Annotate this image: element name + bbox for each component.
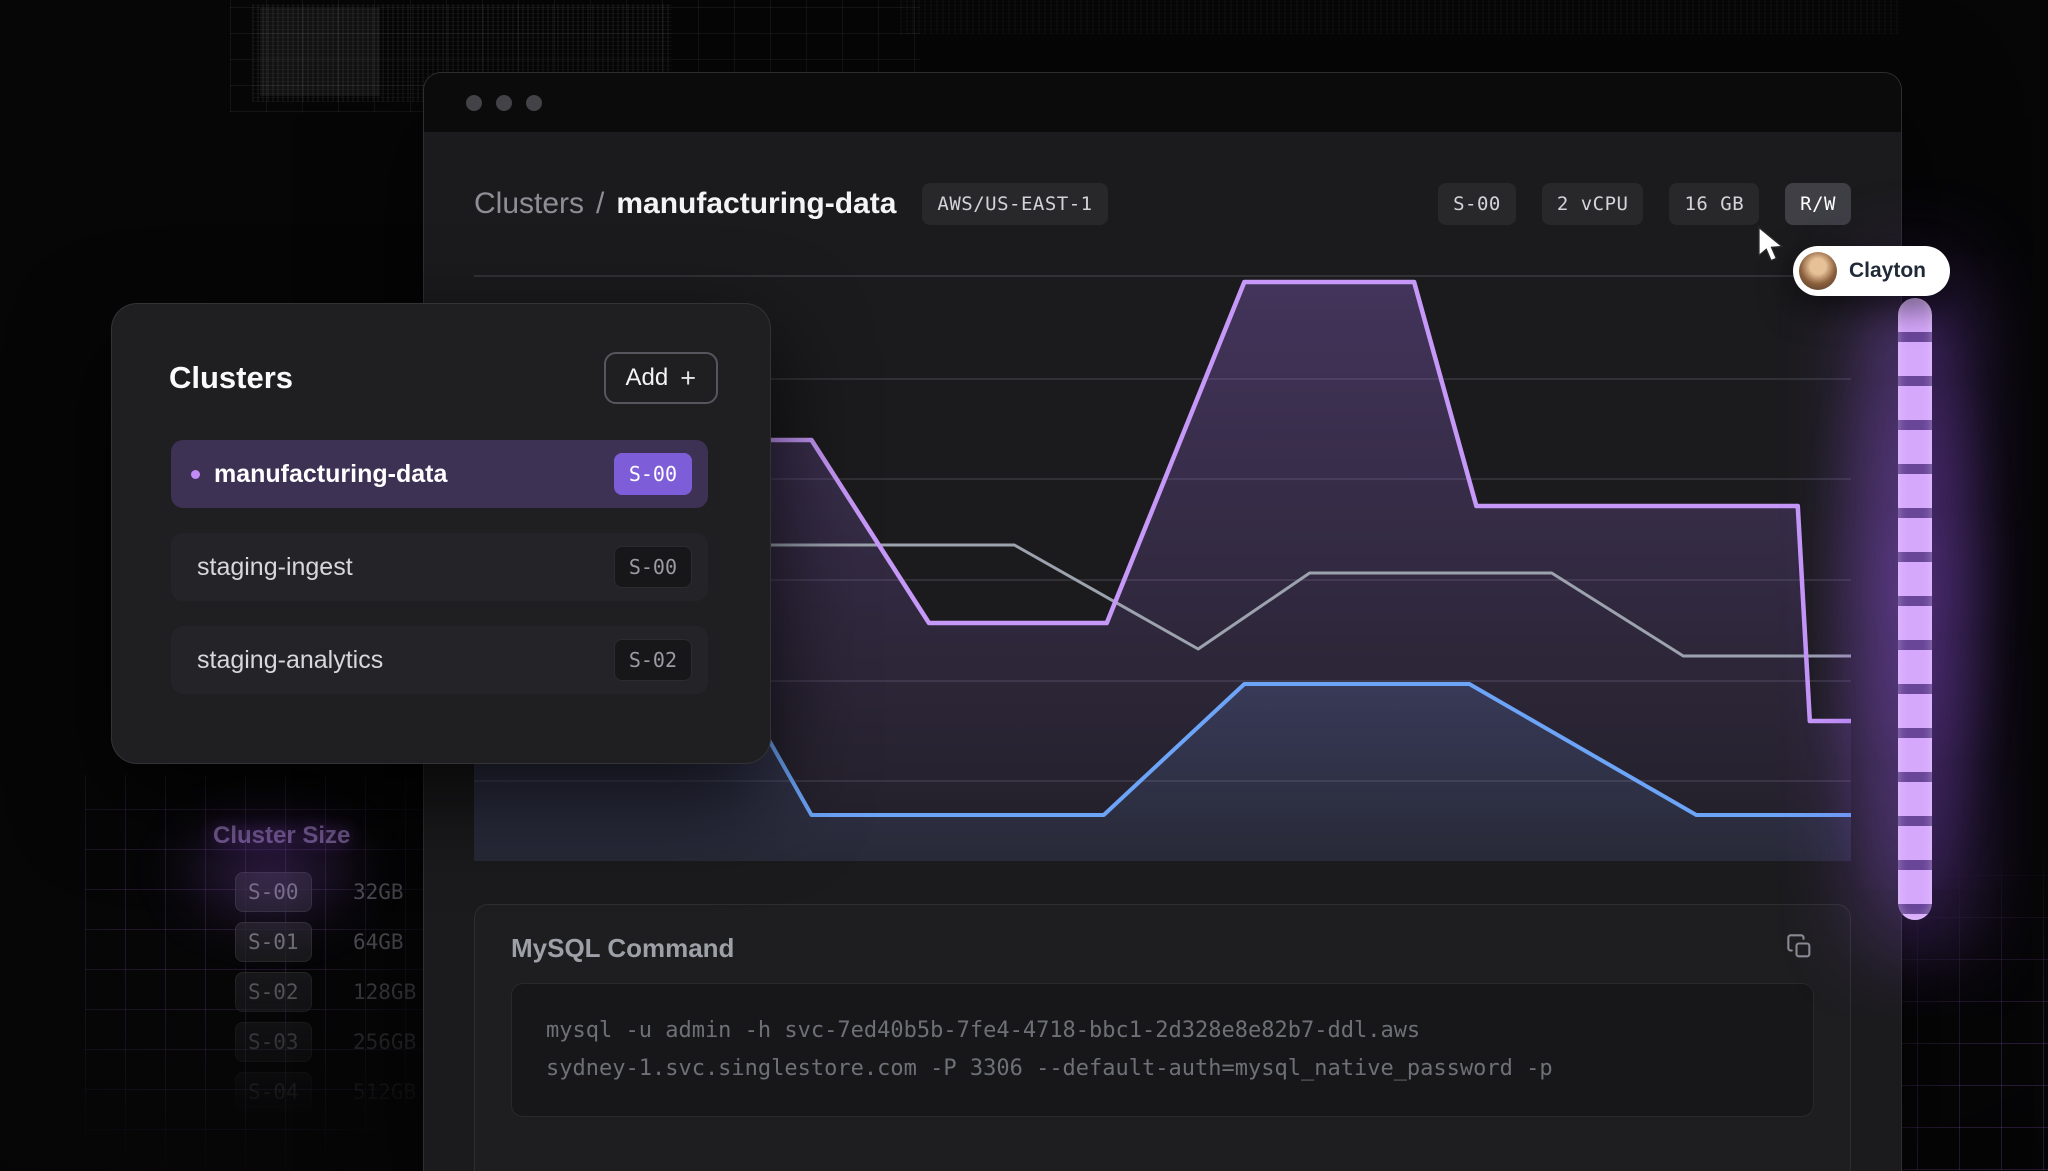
- table-row: S-04 512GB: [235, 1072, 420, 1116]
- breadcrumb-separator: /: [596, 186, 605, 220]
- cluster-size-rows: S-00 32GB S-01 64GB S-02 128GB S-03 256G…: [235, 872, 420, 1122]
- table-row: S-01 64GB: [235, 922, 420, 966]
- region-badge: AWS/US-EAST-1: [922, 182, 1108, 225]
- cluster-list-item-staging-ingest[interactable]: staging-ingest S-00: [171, 533, 708, 601]
- user-chip: Clayton: [1793, 246, 1951, 296]
- copy-icon: [1786, 934, 1814, 964]
- cluster-tier-badge: S-00: [613, 546, 692, 588]
- window-control-dot[interactable]: [526, 94, 542, 111]
- user-name: Clayton: [1849, 259, 1927, 282]
- size-value: 128GB: [353, 980, 417, 1004]
- copy-button[interactable]: [1786, 933, 1814, 961]
- cluster-tier-badge: S-00: [613, 453, 692, 495]
- tier-badge: S-01: [235, 922, 312, 962]
- readwrite-spec-badge: R/W: [1785, 182, 1851, 225]
- table-row: S-02 128GB: [235, 972, 420, 1016]
- clusters-panel: Clusters Add + manufacturing-data S-00 s…: [111, 303, 771, 764]
- command-line: sydney-1.svc.singlestore.com -P 3306 --d…: [546, 1056, 1553, 1081]
- avatar: [1799, 252, 1837, 290]
- cluster-list-item-manufacturing-data[interactable]: manufacturing-data S-00: [171, 440, 708, 508]
- tier-spec-badge: S-00: [1438, 182, 1516, 225]
- purple-light-bar: [1898, 298, 1932, 920]
- window-control-dot[interactable]: [496, 94, 512, 111]
- vcpu-spec-badge: 2 vCPU: [1541, 182, 1644, 225]
- tier-badge: S-00: [235, 872, 312, 912]
- cluster-list-item-staging-analytics[interactable]: staging-analytics S-02: [171, 626, 708, 694]
- tier-badge: S-02: [235, 972, 312, 1012]
- cluster-item-name: manufacturing-data: [214, 459, 448, 488]
- noise-band-top: [900, 0, 1900, 34]
- clusters-panel-title: Clusters: [169, 360, 294, 395]
- glitch-block: [260, 8, 380, 96]
- size-value: 256GB: [353, 1030, 417, 1054]
- cluster-item-name: staging-analytics: [197, 645, 384, 674]
- spec-badges: S-00 2 vCPU 16 GB R/W: [1438, 182, 1851, 225]
- cluster-item-name: staging-ingest: [197, 552, 353, 581]
- breadcrumb: Clusters / manufacturing-data: [474, 187, 896, 221]
- window-titlebar: [424, 73, 1901, 132]
- memory-spec-badge: 16 GB: [1669, 182, 1760, 225]
- table-row: S-00 32GB: [235, 872, 420, 916]
- breadcrumb-current: manufacturing-data: [616, 186, 897, 220]
- window-control-dot[interactable]: [466, 94, 482, 111]
- size-value: 512GB: [353, 1080, 417, 1104]
- size-value: 64GB: [353, 930, 404, 954]
- tier-badge: S-03: [235, 1022, 312, 1062]
- size-value: 32GB: [353, 880, 404, 904]
- cluster-size-table: Cluster Size S-00 32GB S-01 64GB S-02 12…: [213, 822, 420, 1122]
- mysql-command-title: MySQL Command: [511, 933, 735, 963]
- mysql-command-code: mysql -u admin -h svc-7ed40b5b-7fe4-4718…: [511, 983, 1814, 1117]
- cluster-list: manufacturing-data S-00 staging-ingest S…: [171, 440, 708, 694]
- tier-badge: S-04: [235, 1072, 312, 1112]
- command-line: mysql -u admin -h svc-7ed40b5b-7fe4-4718…: [546, 1018, 1421, 1043]
- add-button-label: Add: [625, 364, 669, 391]
- cluster-size-title: Cluster Size: [213, 822, 351, 849]
- cluster-header: Clusters / manufacturing-data AWS/US-EAS…: [424, 132, 1901, 275]
- cursor-pointer-icon: [1756, 225, 1790, 269]
- selected-dot-icon: [191, 469, 200, 479]
- add-cluster-button[interactable]: Add +: [603, 352, 718, 404]
- table-row: S-03 256GB: [235, 1022, 420, 1066]
- plus-icon: +: [680, 363, 696, 393]
- cluster-tier-badge: S-02: [613, 639, 692, 681]
- breadcrumb-section[interactable]: Clusters: [474, 186, 585, 220]
- mysql-command-card: MySQL Command mysql -u admin -h svc-7ed4…: [474, 904, 1851, 1171]
